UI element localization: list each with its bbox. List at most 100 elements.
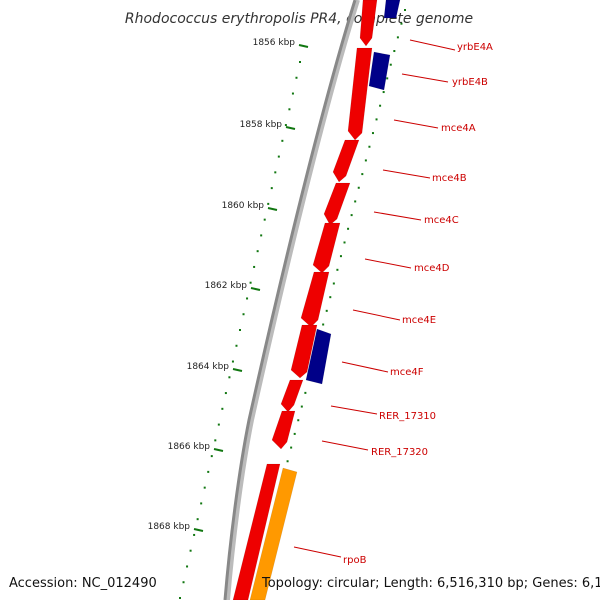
inner-track-dot (270, 187, 273, 190)
outer-track-dot (286, 460, 289, 463)
gene-arrow-orange[interactable] (249, 467, 298, 600)
gene-arrow-red[interactable] (347, 47, 373, 141)
gene-block-blue[interactable] (383, 0, 401, 19)
inner-track-dot (239, 329, 241, 331)
inner-track-dot (235, 344, 238, 347)
map-title: Rhodococcus erythropolis PR4, complete g… (125, 11, 473, 27)
outer-track-dot (329, 296, 332, 299)
gene-leader-line (293, 546, 342, 558)
outer-track-dot (343, 241, 346, 244)
inner-track-dot (200, 502, 203, 505)
gene-arrow-red[interactable] (312, 222, 341, 274)
gene-arrow-red[interactable] (271, 410, 296, 450)
inner-track-dot (221, 407, 224, 410)
gene-label[interactable]: mce4E (402, 315, 436, 326)
gene-leader-line (409, 39, 456, 51)
inner-track-dot (260, 234, 263, 237)
kbp-tick (250, 287, 261, 291)
outer-track-dot (322, 323, 325, 326)
inner-track-dot (231, 360, 234, 363)
gene-leader-line (373, 211, 422, 221)
inner-track-dot (263, 218, 266, 221)
inner-track-dot (299, 61, 301, 63)
outer-track-dot (371, 132, 374, 135)
outer-track-dot (347, 227, 350, 230)
outer-track-dot (304, 391, 307, 394)
inner-track-dot (253, 265, 256, 268)
inner-track-dot (189, 549, 192, 552)
gene-arrow-red[interactable] (332, 139, 360, 183)
inner-track-dot (284, 124, 287, 127)
backbone-line (223, 0, 357, 600)
gene-leader-line (341, 361, 389, 373)
gene-leader-line (330, 405, 378, 415)
inner-track-dot (281, 139, 284, 142)
inner-track-dot (186, 565, 189, 568)
kbp-tick (298, 44, 309, 48)
gene-label[interactable]: mce4D (414, 263, 450, 274)
kbp-label: 1862 kbp (205, 281, 248, 291)
outer-track-dot (332, 282, 335, 285)
gene-leader-line (401, 73, 449, 83)
gene-arrow-red[interactable] (359, 0, 378, 47)
gene-arrow-red[interactable] (300, 271, 330, 328)
outer-track-dot (382, 91, 385, 94)
inner-track-dot (207, 470, 210, 473)
gene-label[interactable]: rpoB (343, 555, 367, 566)
kbp-label: 1858 kbp (240, 120, 283, 130)
gene-leader-line (393, 119, 439, 129)
gene-label[interactable]: mce4F (390, 367, 424, 378)
inner-track-dot (214, 439, 217, 442)
outer-track-dot (354, 200, 357, 203)
outer-track-dot (357, 186, 360, 189)
inner-track-dot (267, 202, 270, 205)
outer-track-dot (350, 214, 353, 217)
outer-track-dot (325, 309, 328, 312)
inner-track-dot (246, 297, 249, 300)
gc-dotted-tracks (179, 9, 406, 599)
outer-track-dot (396, 36, 399, 39)
kbp-label: 1856 kbp (253, 38, 296, 48)
gene-label[interactable]: RER_17320 (371, 447, 428, 458)
kbp-tick (285, 126, 296, 130)
gene-block-blue[interactable] (368, 51, 391, 91)
outer-track-dot (404, 9, 406, 11)
gene-arrow-red[interactable] (323, 182, 351, 226)
outer-track-dot (293, 432, 296, 435)
backbone (223, 0, 360, 600)
outer-track-dot (386, 77, 389, 80)
gene-label[interactable]: yrbE4A (457, 42, 493, 53)
inner-track-dot (228, 376, 231, 379)
gene-label[interactable]: mce4B (432, 173, 467, 184)
inner-track-dot (274, 171, 277, 174)
inner-track-dot (277, 155, 280, 158)
gene-features (232, 0, 401, 600)
gene-arrow-red[interactable] (280, 379, 304, 413)
kbp-label: 1860 kbp (222, 201, 265, 211)
inner-track-dot (179, 597, 181, 599)
inner-track-dot (182, 581, 185, 584)
outer-track-dot (290, 446, 293, 449)
gene-label[interactable]: yrbE4B (452, 77, 488, 88)
inner-track-dot (203, 486, 206, 489)
inner-track-dot (242, 313, 245, 316)
inner-track-dot (196, 518, 199, 521)
inner-track-dot (210, 455, 213, 458)
gene-labels: yrbE4A yrbE4B mce4A mce4B mce4C mce4D mce4E mce… (293, 39, 493, 566)
outer-track-dot (336, 268, 339, 271)
kbp-ruler: 1856 kbp 1858 kbp 1860 kbp 1862 kbp 1864 kbp… (148, 38, 309, 532)
outer-track-dot (393, 50, 396, 53)
outer-track-dot (368, 145, 371, 148)
gene-label[interactable]: RER_17310 (379, 411, 436, 422)
outer-track-dot (379, 104, 382, 107)
gene-block-blue[interactable] (305, 328, 332, 385)
outer-track-dot (389, 63, 392, 66)
outer-track-dot (400, 22, 403, 25)
gene-label[interactable]: mce4A (441, 123, 476, 134)
gene-arrow-red[interactable] (290, 324, 318, 379)
gene-arrow-red[interactable] (232, 463, 281, 600)
gene-leader-line (352, 309, 401, 321)
gene-label[interactable]: mce4C (424, 215, 459, 226)
genome-summary-text: Topology: circular; Length: 6,516,310 bp… (261, 576, 600, 591)
inner-track-dot (224, 392, 227, 395)
